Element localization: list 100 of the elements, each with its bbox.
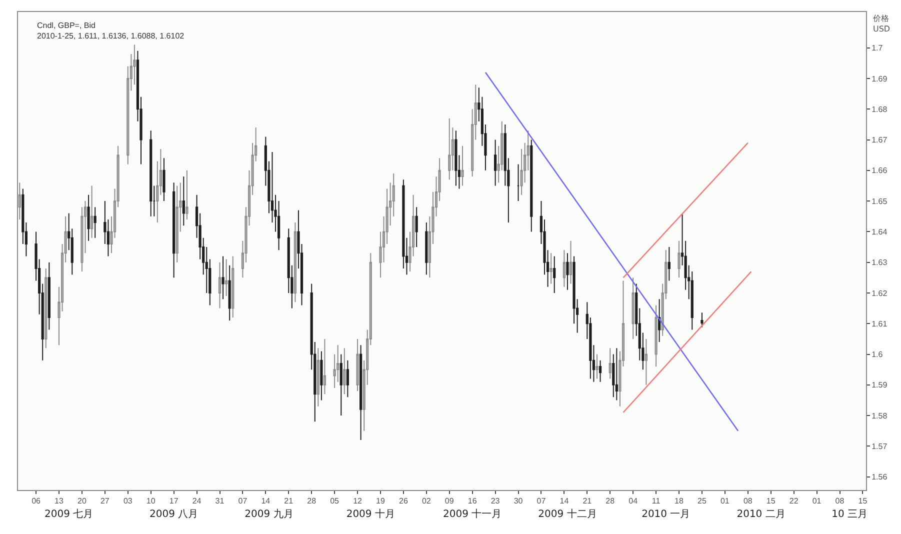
- candlestick: [186, 170, 188, 220]
- candlestick: [90, 185, 94, 238]
- x-tick-label: 13: [54, 496, 64, 506]
- candlestick: [644, 338, 648, 386]
- y-tick-label: 1.64: [872, 228, 888, 236]
- candlestick: [596, 354, 598, 380]
- candlestick: [218, 262, 222, 309]
- candlestick: [668, 246, 670, 282]
- candlestick: [294, 222, 296, 303]
- candlestick: [448, 118, 451, 180]
- candlestick: [48, 262, 50, 330]
- x-tick-label: 15: [766, 496, 776, 506]
- x-tick-label: 19: [376, 496, 386, 506]
- y-tick-label: 1.65: [872, 196, 888, 206]
- x-tick-label: 24: [192, 496, 202, 506]
- candlestick: [320, 350, 323, 401]
- candlestick: [340, 354, 342, 416]
- candlestick: [461, 145, 464, 186]
- y-tick-label: 1.63: [872, 258, 888, 268]
- x-tick-label: 23: [490, 496, 500, 506]
- candlestick: [162, 158, 166, 202]
- candlestick: [700, 312, 704, 328]
- x-tick-label: 01: [720, 496, 730, 506]
- x-tick-label: 21: [582, 496, 592, 506]
- candlestick: [658, 298, 661, 342]
- x2-tick-label: 2010 一月: [642, 509, 690, 520]
- x-tick-label: 05: [330, 496, 340, 506]
- x-tick-label: 12: [353, 496, 363, 506]
- x-tick-label: 08: [743, 496, 753, 506]
- x-tick-label: 31: [215, 496, 225, 506]
- candlestick: [150, 130, 152, 217]
- x-tick-label: 26: [398, 496, 408, 506]
- y-tick-label: 1.58: [872, 411, 888, 420]
- y-axis-title: 价格 USD: [872, 14, 890, 34]
- x2-tick-label: 2009 七月: [44, 508, 94, 520]
- candlestick: [356, 338, 359, 392]
- y-tick-label: 1.61: [872, 319, 888, 328]
- candlestick: [44, 268, 48, 349]
- candlestick: [598, 360, 602, 382]
- text: Cndl, GBP=, Bid: [37, 21, 96, 30]
- x-tick-label: 21: [284, 496, 294, 506]
- x-tick-label: 10: [146, 496, 156, 506]
- candlestick: [222, 256, 224, 300]
- x-tick-label: 07: [536, 496, 546, 506]
- x2-tick-label: 10 三月: [832, 509, 868, 520]
- candlestick: [454, 130, 458, 186]
- x2-tick-label: 2009 十二月: [538, 508, 597, 520]
- x-tick-label: 25: [698, 496, 707, 506]
- x-tick-label: 17: [169, 496, 179, 506]
- candlestick: [553, 256, 556, 294]
- x-tick-label: 01: [812, 496, 822, 506]
- y-tick-label: 1.57: [872, 442, 888, 451]
- x-tick-label: 04: [628, 496, 638, 506]
- text: 2010-1-25, 1.611, 1.6136, 1.6088, 1.6102: [37, 31, 185, 40]
- x-tick-label: 22: [789, 496, 799, 506]
- candlestick: [346, 360, 349, 398]
- candlestick: [343, 348, 346, 395]
- y-tick-label: 1.62: [872, 288, 888, 298]
- candlestick: [566, 252, 569, 290]
- candlestick: [550, 252, 552, 284]
- candlestick: [94, 206, 96, 238]
- x-tick-label: 30: [514, 496, 524, 506]
- x-tick-label: 14: [560, 496, 570, 506]
- y-tick-label: 1.69: [872, 74, 888, 84]
- candlestick: [316, 348, 320, 407]
- candlestick: [425, 222, 428, 276]
- candlestick: [232, 256, 234, 318]
- x-tick-label: 18: [674, 496, 684, 506]
- candlestick: [654, 304, 658, 368]
- x2-tick-label: 2009 十一月: [443, 508, 502, 520]
- y-tick-label: 1.56: [872, 472, 888, 482]
- x2-tick-label: 2009 九月: [244, 508, 294, 520]
- candlestick: [569, 240, 572, 284]
- x-tick-label: 03: [123, 496, 133, 506]
- candlestick: [494, 139, 497, 186]
- x2-tick-label: 2009 十月: [346, 508, 395, 520]
- candlestick: [678, 240, 680, 278]
- candlestick: [228, 264, 231, 322]
- x2-tick-label: 2010 二月: [736, 509, 786, 520]
- x-tick-label: 28: [606, 496, 616, 506]
- y-tick-label: 1.6: [872, 350, 884, 360]
- candlestick: [530, 139, 533, 232]
- x-tick-label: 20: [78, 496, 87, 506]
- x-tick-label: 15: [858, 496, 868, 506]
- y-tick-label: 1.59: [872, 380, 888, 390]
- candlestick: [87, 194, 90, 242]
- x-tick-label: 16: [468, 496, 478, 506]
- candlestick: [608, 348, 612, 380]
- x-tick-label: 02: [422, 496, 432, 506]
- candlestick: [225, 258, 228, 297]
- x-tick-label: 14: [261, 496, 271, 506]
- x-tick-label: 27: [100, 496, 110, 506]
- candlestick: [176, 185, 178, 263]
- candlestick: [632, 277, 634, 340]
- candlestick: [516, 164, 520, 202]
- x-tick-label: 11: [652, 496, 661, 506]
- y-tick-label: 1.68: [872, 104, 888, 114]
- x-tick-label: 09: [444, 496, 454, 506]
- x-tick-label: 08: [835, 496, 845, 506]
- y-tick-label: 1.67: [872, 136, 888, 145]
